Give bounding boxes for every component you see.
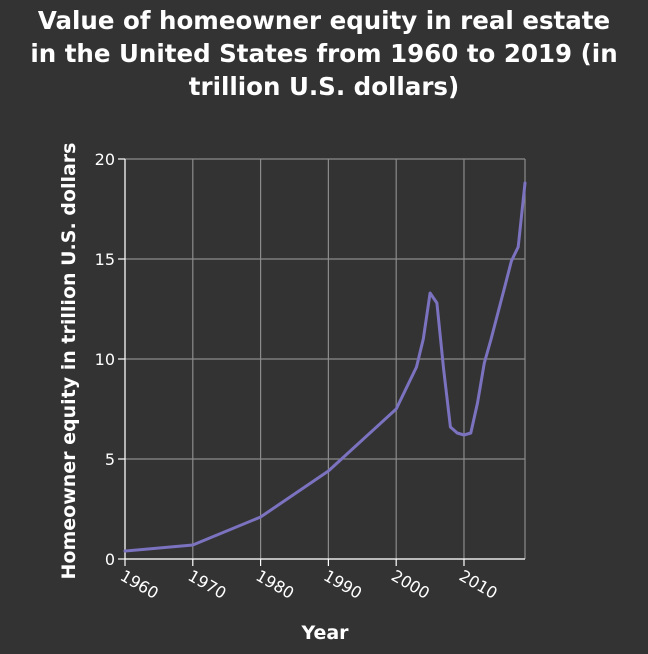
x-axis-label: Year xyxy=(300,622,349,644)
y-tick-label: 20 xyxy=(95,150,115,169)
series-line xyxy=(123,181,527,553)
y-tick-label: 10 xyxy=(95,350,115,369)
x-tick-labels: 1960 1970 1980 1990 2000 2010 xyxy=(117,566,501,603)
chart-title-line: trillion U.S. dollars) xyxy=(189,72,459,101)
chart-title-line: in the United States from 1960 to 2019 (… xyxy=(30,39,617,68)
axes xyxy=(118,158,525,566)
series xyxy=(123,181,527,553)
chart-title-line: Value of homeowner equity in real estate xyxy=(38,6,610,35)
x-tick-label: 1970 xyxy=(185,566,230,603)
grid xyxy=(124,158,526,560)
y-tick-label: 15 xyxy=(95,250,115,269)
x-tick-label: 1990 xyxy=(320,566,365,603)
y-axis-label: Homeowner equity in trillion U.S. dollar… xyxy=(58,143,80,580)
y-tick-label: 0 xyxy=(105,550,115,569)
y-tick-labels: 0 5 10 15 20 xyxy=(95,150,115,569)
x-tick-label: 2010 xyxy=(456,566,501,603)
chart-title: Value of homeowner equity in real estate… xyxy=(30,6,617,101)
x-tick-label: 1960 xyxy=(117,566,162,603)
x-tick-label: 2000 xyxy=(388,566,433,603)
x-tick-label: 1980 xyxy=(253,566,298,603)
y-tick-label: 5 xyxy=(105,450,115,469)
